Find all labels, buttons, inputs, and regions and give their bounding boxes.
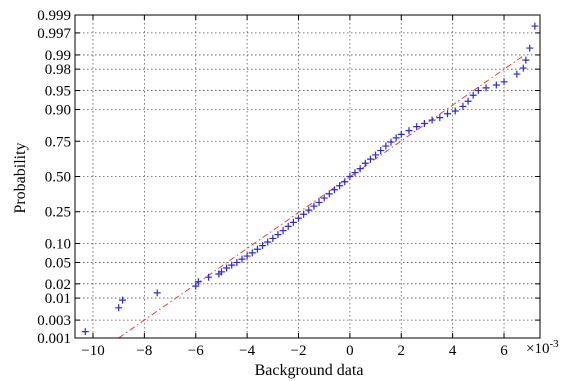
x-tick-label: −10 (81, 343, 104, 359)
data-point (310, 202, 318, 210)
x-tick-label: −2 (291, 343, 307, 359)
y-tick-label: 0.95 (45, 84, 71, 100)
y-tick-label: 0.02 (45, 277, 71, 293)
data-point (325, 190, 333, 198)
data-point (428, 116, 436, 124)
data-point (474, 87, 482, 95)
y-tick-label: 0.98 (45, 62, 71, 78)
data-point (228, 261, 236, 269)
data-point (274, 231, 282, 239)
data-point (366, 155, 374, 163)
reference-line (118, 54, 525, 339)
grid-lines (75, 14, 540, 339)
data-point (361, 159, 369, 167)
x-tick-labels: −10 −8 −6 −4 −2 0 2 4 6 (81, 343, 508, 359)
data-point (482, 84, 490, 92)
x-tick-label: −8 (136, 343, 152, 359)
data-point (513, 70, 521, 78)
data-point (194, 278, 202, 286)
data-point (284, 222, 292, 230)
x-tick-label: 0 (346, 343, 354, 359)
data-point (192, 282, 200, 290)
y-tick-labels: 0.001 0.003 0.010.02 0.05 0.10 0.25 0.50 0.75 0.… (37, 8, 71, 347)
data-point (372, 151, 380, 159)
y-tick-label: 0.01 (45, 291, 71, 307)
data-point (397, 130, 405, 138)
data-point (300, 210, 308, 218)
data-point (413, 123, 421, 131)
data-point (305, 206, 313, 214)
data-point (253, 245, 261, 253)
data-point (223, 264, 231, 272)
data-point (382, 142, 390, 150)
data-point (279, 227, 287, 235)
data-point (451, 107, 459, 115)
tick-marks (75, 14, 540, 339)
x-tick-label: 4 (449, 343, 457, 359)
x-tick-label: 2 (398, 343, 406, 359)
data-point (387, 138, 395, 146)
x-tick-label: 6 (500, 343, 508, 359)
data-point (336, 182, 344, 190)
data-point (295, 214, 303, 222)
x-multiplier-label: ×10-3 (526, 338, 559, 357)
data-point (519, 64, 527, 72)
data-point (217, 268, 225, 276)
data-point (315, 198, 323, 206)
data-point (436, 114, 444, 122)
data-point (469, 91, 477, 99)
y-tick-label: 0.001 (37, 331, 71, 347)
data-point (81, 328, 89, 336)
x-tick-label: −6 (188, 343, 204, 359)
x-tick-label: −4 (239, 343, 255, 359)
data-point (405, 127, 413, 135)
y-tick-label: 0.997 (37, 26, 71, 42)
data-point (115, 304, 123, 312)
data-point (377, 147, 385, 155)
data-point (420, 119, 428, 127)
data-point (464, 97, 472, 105)
reference-line-group (118, 54, 525, 339)
data-point (356, 165, 364, 173)
data-point (492, 81, 500, 89)
data-point (259, 242, 267, 250)
data-point (119, 296, 127, 304)
data-point (205, 273, 213, 281)
x-axis-title: Background data (255, 362, 364, 379)
y-tick-label: 0.999 (37, 8, 71, 24)
y-tick-label: 0.25 (45, 205, 71, 221)
data-point (500, 78, 508, 86)
y-tick-label: 0.003 (37, 313, 71, 329)
data-point (153, 289, 161, 297)
data-points (81, 22, 539, 336)
y-tick-label: 0.10 (45, 236, 71, 252)
data-point (526, 44, 534, 52)
y-tick-label: 0.05 (45, 255, 71, 271)
data-point (330, 186, 338, 194)
y-axis-title: Probability (12, 142, 29, 213)
y-tick-label: 0.90 (45, 103, 71, 119)
data-point (522, 56, 530, 64)
data-point (444, 110, 452, 118)
y-tick-label: 0.75 (45, 134, 71, 150)
data-point (248, 249, 256, 257)
data-point (341, 178, 349, 186)
data-point (264, 238, 272, 246)
data-point (346, 173, 354, 180)
data-point (531, 22, 539, 30)
y-tick-label: 0.99 (45, 48, 71, 64)
data-point (238, 255, 246, 263)
data-point (269, 234, 277, 242)
data-point (289, 218, 297, 226)
data-point (392, 134, 400, 142)
data-point (243, 252, 251, 260)
data-point (351, 169, 359, 177)
y-tick-label: 0.50 (45, 170, 71, 186)
data-point (233, 258, 241, 266)
data-point (320, 194, 328, 202)
data-point (459, 102, 467, 110)
